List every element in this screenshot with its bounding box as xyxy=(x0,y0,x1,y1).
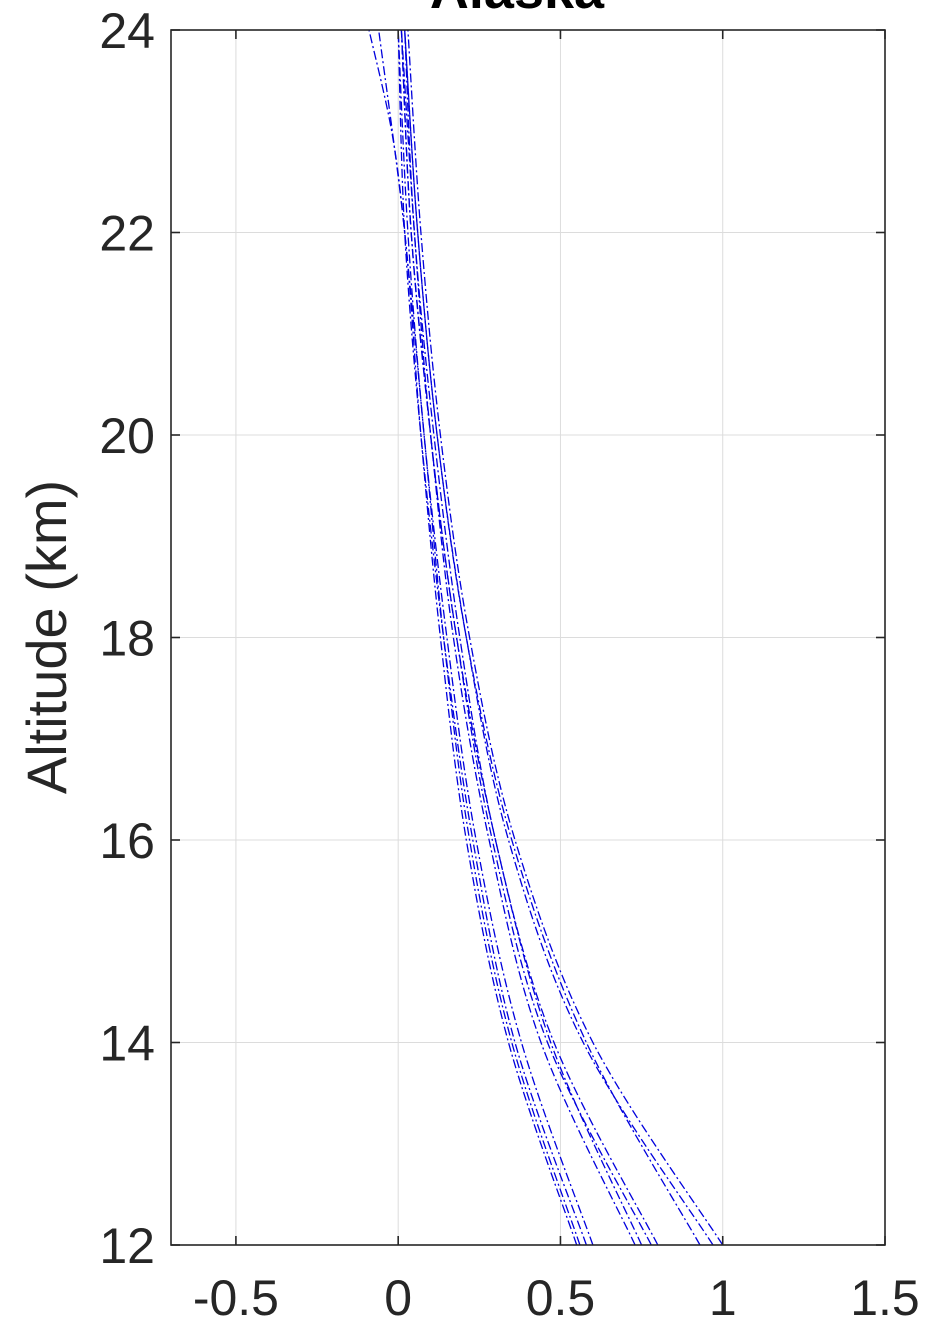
x-tick-label: 1.5 xyxy=(850,1270,920,1326)
x-tick-label: 1 xyxy=(709,1270,737,1326)
profile-line-1 xyxy=(407,29,724,1246)
x-tick-label: 0.5 xyxy=(526,1270,596,1326)
x-tick-label: 0 xyxy=(384,1270,412,1326)
profile-lines xyxy=(368,29,724,1246)
profile-line-5 xyxy=(400,29,652,1246)
profile-line-9 xyxy=(397,29,588,1246)
y-tick-label: 20 xyxy=(99,408,155,464)
profile-line-8 xyxy=(397,29,594,1246)
y-tick-label: 22 xyxy=(99,206,155,262)
profile-line-7 xyxy=(400,29,636,1246)
y-tick-label: 16 xyxy=(99,813,155,869)
x-tick-label: -0.5 xyxy=(193,1270,279,1326)
profile-line-2 xyxy=(404,29,714,1246)
y-tick-label: 24 xyxy=(99,3,155,59)
profile-line-11 xyxy=(378,29,578,1246)
y-axis-label: Altitude (km) xyxy=(15,480,78,794)
y-tick-label: 14 xyxy=(99,1016,155,1072)
profile-line-4 xyxy=(404,29,659,1246)
axis-ticks: -0.5 0 0.5 1 1.5 12 14 16 18 20 22 24 xyxy=(99,3,919,1326)
chart-title: Alaska xyxy=(430,0,605,20)
y-tick-label: 12 xyxy=(99,1218,155,1274)
y-tick-label: 18 xyxy=(99,611,155,667)
